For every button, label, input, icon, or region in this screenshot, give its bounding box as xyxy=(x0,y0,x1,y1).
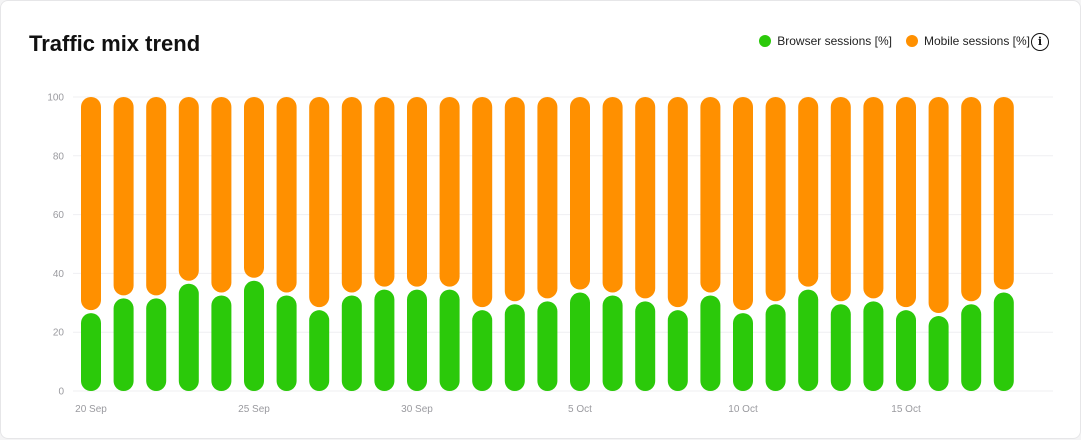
chart-legend: Browser sessions [%] Mobile sessions [%] xyxy=(759,34,1030,48)
bar-mobile xyxy=(407,97,427,287)
bar-mobile xyxy=(928,97,949,314)
bar-browser xyxy=(146,298,167,391)
bar-browser xyxy=(504,304,525,391)
bar-mobile xyxy=(896,97,916,308)
y-tick-label: 20 xyxy=(53,328,65,339)
bar-mobile xyxy=(504,97,525,302)
bar-browser xyxy=(537,301,558,391)
bar-browser xyxy=(700,295,721,391)
bar-browser xyxy=(439,289,460,391)
bar-mobile xyxy=(570,97,590,290)
bar-mobile xyxy=(472,97,493,308)
x-tick-label: 30 Sep xyxy=(401,404,433,415)
bar-mobile xyxy=(113,97,134,296)
bar-browser xyxy=(928,316,949,391)
legend-swatch-mobile xyxy=(905,35,918,47)
y-tick-label: 80 xyxy=(53,151,65,162)
legend-item-browser[interactable]: Browser sessions [%] xyxy=(759,34,892,48)
bar-mobile xyxy=(309,97,330,308)
x-tick-label: 25 Sep xyxy=(238,404,270,415)
bar-browser xyxy=(667,310,688,391)
bar-browser xyxy=(113,298,134,391)
bar-browser xyxy=(276,295,297,391)
bar-mobile xyxy=(81,97,101,311)
legend-label-browser: Browser sessions [%] xyxy=(777,34,892,48)
x-tick-label: 5 Oct xyxy=(568,404,592,415)
y-tick-label: 0 xyxy=(58,387,64,398)
legend-item-mobile[interactable]: Mobile sessions [%] xyxy=(905,34,1030,48)
legend-label-mobile: Mobile sessions [%] xyxy=(923,34,1030,48)
bar-mobile xyxy=(276,97,297,293)
bar-browser xyxy=(896,310,916,391)
bar-browser xyxy=(961,304,982,391)
bar-mobile xyxy=(635,97,656,299)
bar-mobile xyxy=(863,97,884,299)
bar-mobile xyxy=(798,97,819,287)
bar-browser xyxy=(309,310,330,391)
chart-title: Traffic mix trend xyxy=(29,31,201,56)
bar-mobile xyxy=(765,97,786,302)
bar-mobile xyxy=(374,97,395,287)
bar-browser xyxy=(472,310,493,391)
bar-browser xyxy=(798,289,819,391)
bar-browser xyxy=(244,280,264,391)
bar-mobile xyxy=(178,97,199,281)
bar-browser xyxy=(374,289,395,391)
bar-mobile xyxy=(733,97,753,311)
bar-browser xyxy=(211,295,232,391)
y-tick-label: 40 xyxy=(53,269,65,280)
bar-browser xyxy=(993,292,1014,391)
bar-mobile xyxy=(961,97,982,302)
bar-browser xyxy=(830,304,851,391)
x-tick-label: 15 Oct xyxy=(891,404,921,415)
bar-mobile xyxy=(993,97,1014,290)
bar-mobile xyxy=(537,97,558,299)
bar-browser xyxy=(635,301,656,391)
bar-browser xyxy=(178,283,199,391)
bar-mobile xyxy=(244,97,264,278)
bar-browser xyxy=(341,295,362,391)
bar-browser xyxy=(765,304,786,391)
bar-browser xyxy=(81,313,101,391)
bar-browser xyxy=(863,301,884,391)
bar-browser xyxy=(407,289,427,391)
bar-mobile xyxy=(700,97,721,293)
bar-mobile xyxy=(211,97,232,293)
bar-mobile xyxy=(667,97,688,308)
bar-mobile xyxy=(602,97,623,293)
bar-browser xyxy=(602,295,623,391)
y-tick-label: 60 xyxy=(53,210,65,221)
info-icon[interactable]: i xyxy=(1031,33,1049,51)
bar-mobile xyxy=(439,97,460,287)
x-tick-label: 20 Sep xyxy=(75,404,107,415)
bar-browser xyxy=(733,313,753,391)
y-tick-label: 100 xyxy=(47,93,64,104)
bar-mobile xyxy=(830,97,851,302)
bar-browser xyxy=(570,292,590,391)
bar-mobile xyxy=(341,97,362,293)
x-tick-label: 10 Oct xyxy=(728,404,758,415)
bar-mobile xyxy=(146,97,167,296)
legend-swatch-browser xyxy=(759,35,772,47)
